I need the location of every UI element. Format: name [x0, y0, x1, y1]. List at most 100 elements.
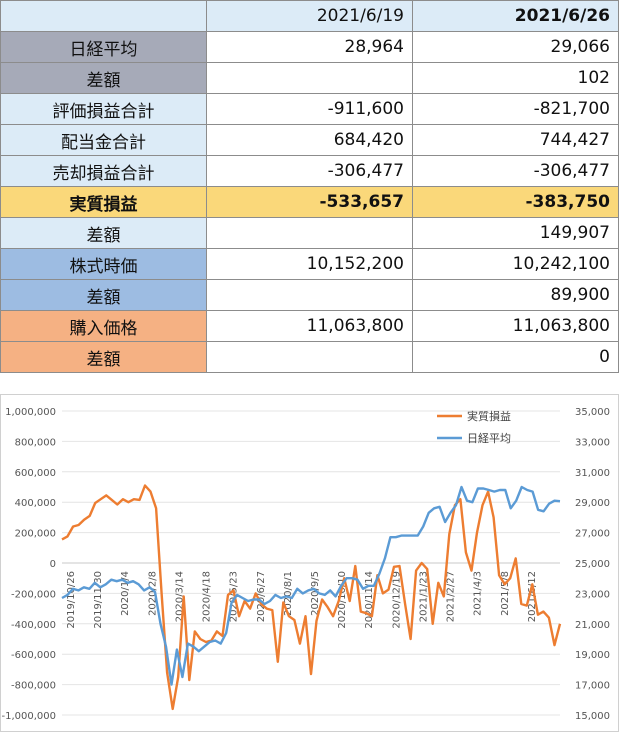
- right-tick-label: 31,000: [575, 468, 610, 479]
- left-tick-label: -600,000: [11, 650, 56, 661]
- series-line-right: [61, 485, 561, 686]
- series-lines: [61, 484, 562, 711]
- x-tick-label: 2021/1/23: [418, 571, 429, 622]
- row-value-v1: [206, 341, 413, 373]
- row-label: 株式時価: [0, 248, 207, 280]
- x-tick-label: 2020/3/14: [174, 571, 185, 622]
- right-tick-label: 27,000: [575, 529, 610, 540]
- x-tick-label: 2021/2/27: [446, 571, 457, 622]
- table-row: 差額 102: [0, 62, 619, 94]
- left-tick-label: 800,000: [15, 437, 56, 448]
- row-value-v1: 10,152,200: [206, 248, 413, 280]
- x-tick-label: 2020/2/8: [147, 571, 158, 616]
- x-tick-label: 2020/9/5: [310, 571, 321, 616]
- header-cell-empty: [0, 0, 207, 32]
- row-value-v1: [206, 62, 413, 94]
- right-tick-label: 35,000: [575, 407, 610, 418]
- left-tick-label: -1,000,000: [1, 711, 56, 722]
- line-chart: 1,000,000 800,000 600,000 400,000 200,000 0 -2…: [0, 394, 619, 732]
- row-label: 売却損益合計: [0, 155, 207, 187]
- series-line-left: [61, 484, 562, 711]
- chart-grid: [62, 410, 560, 716]
- row-value-v1: 684,420: [206, 124, 413, 156]
- summary-table-body: 2021/6/19 2021/6/26 日経平均 28,964 29,066 差額 10…: [0, 0, 619, 373]
- row-label: 差額: [0, 279, 207, 311]
- x-tick-label: 2019/10/26: [66, 571, 77, 629]
- right-tick-label: 29,000: [575, 498, 610, 509]
- summary-table-wrapper: 2021/6/19 2021/6/26 日経平均 28,964 29,066 差額 10…: [0, 0, 619, 373]
- x-tick-label: 2020/6/27: [256, 571, 267, 622]
- table-row: 評価損益合計 -911,600 -821,700: [0, 93, 619, 125]
- row-label: 差額: [0, 217, 207, 249]
- row-label: 評価損益合計: [0, 93, 207, 125]
- row-value-v2: 11,063,800: [412, 310, 619, 342]
- table-row: 購入価格 11,063,800 11,063,800: [0, 310, 619, 342]
- left-tick-label: -800,000: [11, 681, 56, 692]
- right-tick-label: 33,000: [575, 437, 610, 448]
- header-row: 2021/6/19 2021/6/26: [0, 0, 619, 32]
- x-tick-label: 2020/4/18: [202, 571, 213, 622]
- x-tick-label: 2019/11/30: [93, 571, 104, 629]
- left-tick-label: 600,000: [15, 468, 56, 479]
- x-tick-label: 2021/5/8: [500, 571, 511, 616]
- table-row: 差額 0: [0, 341, 619, 373]
- row-value-v2: 29,066: [412, 31, 619, 63]
- chart-area: 1,000,000 800,000 600,000 400,000 200,000 0 -2…: [0, 394, 621, 733]
- row-value-v2: 0: [412, 341, 619, 373]
- table-row: 差額 149,907: [0, 217, 619, 249]
- right-tick-label: 15,000: [575, 711, 610, 722]
- row-label: 差額: [0, 62, 207, 94]
- row-value-v1: -306,477: [206, 155, 413, 187]
- row-label: 購入価格: [0, 310, 207, 342]
- right-tick-label: 25,000: [575, 559, 610, 570]
- row-value-v2: -383,750: [412, 186, 619, 218]
- row-value-v1: 11,063,800: [206, 310, 413, 342]
- left-tick-label: -400,000: [11, 620, 56, 631]
- legend-label: 日経平均: [467, 432, 511, 445]
- summary-table: 2021/6/19 2021/6/26 日経平均 28,964 29,066 差額 10…: [0, 0, 619, 373]
- row-label: 実質損益: [0, 186, 207, 218]
- row-value-v2: -306,477: [412, 155, 619, 187]
- x-tick-label: 2020/10/10: [337, 571, 348, 629]
- row-value-v1: -533,657: [206, 186, 413, 218]
- left-tick-label: 400,000: [15, 498, 56, 509]
- x-tick-label: 2020/12/19: [391, 571, 402, 629]
- header-cell-date-1: 2021/6/19: [206, 0, 413, 32]
- left-tick-label: -200,000: [11, 589, 56, 600]
- x-tick-label: 2020/8/1: [283, 571, 294, 616]
- row-value-v2: 149,907: [412, 217, 619, 249]
- right-tick-label: 19,000: [575, 650, 610, 661]
- legend-label: 実質損益: [467, 409, 511, 423]
- right-tick-label: 17,000: [575, 681, 610, 692]
- table-row: 配当金合計 684,420 744,427: [0, 124, 619, 156]
- x-tick-label: 2021/4/3: [473, 571, 484, 616]
- row-value-v1: [206, 279, 413, 311]
- x-tick-label: 2020/11/14: [364, 571, 375, 629]
- left-tick-label: 200,000: [15, 529, 56, 540]
- row-label: 配当金合計: [0, 124, 207, 156]
- row-value-v2: 10,242,100: [412, 248, 619, 280]
- header-cell-date-2: 2021/6/26: [412, 0, 619, 32]
- table-row: 日経平均 28,964 29,066: [0, 31, 619, 63]
- row-label: 差額: [0, 341, 207, 373]
- right-tick-label: 23,000: [575, 589, 610, 600]
- row-value-v2: 89,900: [412, 279, 619, 311]
- table-row: 株式時価 10,152,200 10,242,100: [0, 248, 619, 280]
- x-axis-labels: 2019/10/26 2019/11/30 2020/1/4 2020/2/8 2020…: [66, 571, 538, 629]
- row-value-v2: -821,700: [412, 93, 619, 125]
- table-row: 実質損益 -533,657 -383,750: [0, 186, 619, 218]
- x-tick-label: 2021/6/12: [527, 571, 538, 622]
- x-tick-label: 2020/1/4: [120, 571, 131, 616]
- row-label: 日経平均: [0, 31, 207, 63]
- table-row: 売却損益合計 -306,477 -306,477: [0, 155, 619, 187]
- right-tick-label: 21,000: [575, 620, 610, 631]
- left-tick-label: 1,000,000: [5, 407, 56, 418]
- row-value-v1: 28,964: [206, 31, 413, 63]
- table-row: 差額 89,900: [0, 279, 619, 311]
- right-axis-ticks: 35,000 33,000 31,000 29,000 27,000 25,000 23,0…: [575, 407, 610, 722]
- row-value-v2: 102: [412, 62, 619, 94]
- row-value-v1: [206, 217, 413, 249]
- row-value-v1: -911,600: [206, 93, 413, 125]
- left-axis-ticks: 1,000,000 800,000 600,000 400,000 200,000 0 -2…: [1, 407, 56, 722]
